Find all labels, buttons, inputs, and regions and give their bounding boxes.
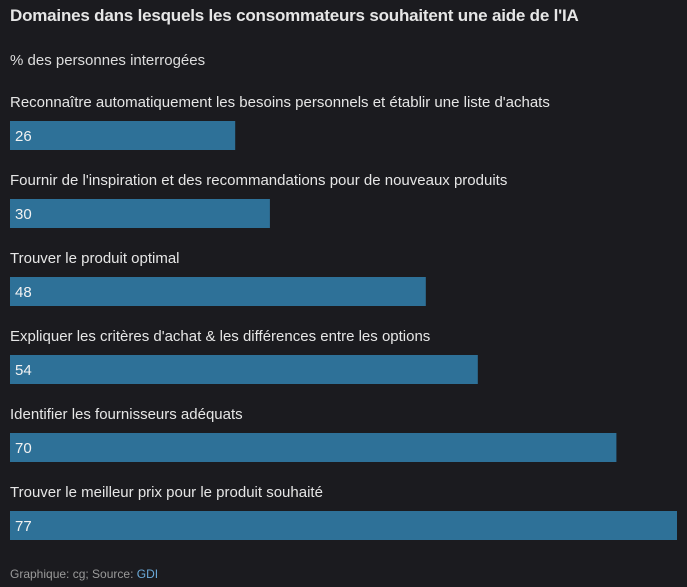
bar — [10, 355, 478, 384]
bar — [10, 199, 270, 228]
bar-value-label: 70 — [15, 440, 32, 457]
bar — [10, 511, 677, 540]
bar-value-label: 77 — [15, 518, 32, 535]
category-label: Trouver le meilleur prix pour le produit… — [10, 484, 323, 501]
bar — [10, 433, 617, 462]
bar-value-label: 54 — [15, 362, 32, 379]
category-label: Trouver le produit optimal — [10, 250, 180, 267]
footer-credit: Graphique: cg; Source: — [10, 567, 137, 581]
source-link[interactable]: GDI — [136, 567, 159, 581]
category-label: Fournir de l'inspiration et des recomman… — [10, 172, 507, 189]
bar-value-label: 30 — [15, 206, 32, 223]
chart-subtitle: % des personnes interrogées — [10, 52, 206, 69]
bar — [10, 277, 426, 306]
chart-title: Domaines dans lesquels les consommateurs… — [10, 6, 579, 25]
bar-value-label: 26 — [15, 128, 32, 145]
chart-footer: Graphique: cg; Source: GDI — [10, 567, 158, 581]
category-label: Reconnaître automatiquement les besoins … — [10, 94, 550, 111]
bar-value-label: 48 — [15, 284, 32, 301]
bar — [10, 121, 236, 150]
category-label: Identifier les fournisseurs adéquats — [10, 406, 243, 423]
category-label: Expliquer les critères d'achat & les dif… — [10, 328, 430, 345]
